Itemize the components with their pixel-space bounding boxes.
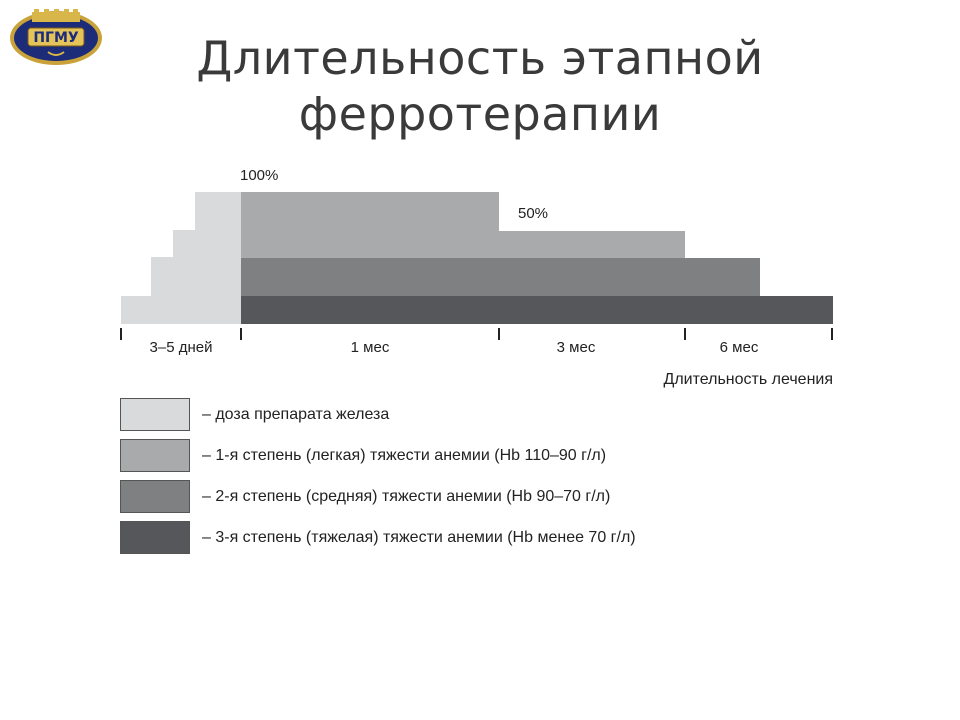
grade2-bar <box>241 258 760 296</box>
university-logo: ПГМУ <box>8 6 104 66</box>
grade1-bar-half-dose <box>499 231 685 258</box>
period-label-1-month: 1 мес <box>351 339 390 356</box>
period-label-days: 3–5 дней <box>150 339 213 356</box>
dose-label-50: 50% <box>518 205 548 222</box>
title-line-2: ферротерапии <box>298 87 662 141</box>
period-label-3-months: 3 мес <box>557 339 596 356</box>
crest-icon: ПГМУ <box>10 9 102 65</box>
legend-label: – доза препарата железа <box>202 406 390 423</box>
page-title: Длительность этапной ферротерапии <box>150 30 810 142</box>
legend-label: – 2-я степень (средняя) тяжести анемии (… <box>202 488 611 505</box>
grade3-bar <box>241 296 833 324</box>
axis-label: Длительность лечения <box>663 371 833 388</box>
legend-swatch-grade2 <box>120 480 190 513</box>
legend-swatch-grade3 <box>120 521 190 554</box>
svg-text:ПГМУ: ПГМУ <box>33 30 79 46</box>
title-line-1: Длительность этапной <box>196 31 764 85</box>
legend-swatch-grade1 <box>120 439 190 472</box>
period-label-6-months: 6 мес <box>720 339 759 356</box>
iron-dose-step-2 <box>151 257 241 297</box>
legend-label: – 1-я степень (легкая) тяжести анемии (H… <box>202 447 607 464</box>
grade1-bar-full-dose <box>241 192 499 258</box>
dose-label-100: 100% <box>240 167 278 184</box>
iron-dose-step-1 <box>121 296 241 324</box>
iron-dose-step-3 <box>173 230 241 258</box>
legend-swatch-iron-dose <box>120 398 190 431</box>
legend-label: – 3-я степень (тяжелая) тяжести анемии (… <box>202 529 636 546</box>
iron-dose-step-4 <box>195 192 241 231</box>
